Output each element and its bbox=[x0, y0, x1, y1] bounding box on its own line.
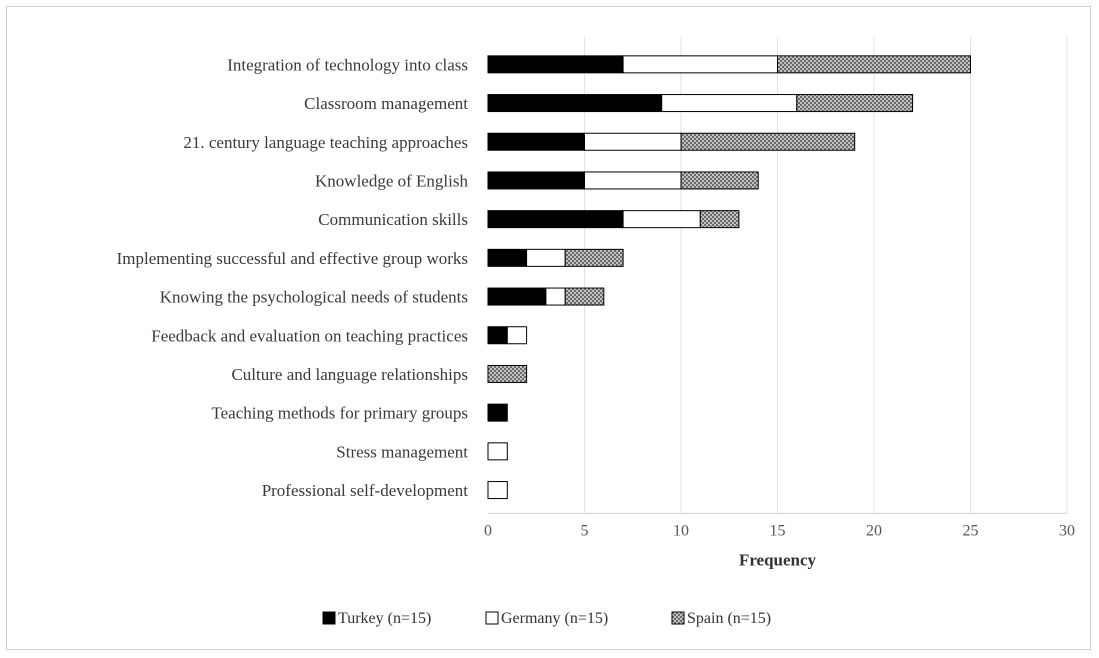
category-label: Culture and language relationships bbox=[231, 365, 468, 384]
stacked-bar-chart: Integration of technology into class Clas… bbox=[117, 37, 1075, 627]
x-tick-label: 15 bbox=[770, 522, 786, 539]
bar-segment bbox=[622, 210, 701, 229]
x-tick-label: 25 bbox=[963, 522, 979, 539]
legend: Turkey (n=15) Germany (n=15) Spain (n=15) bbox=[322, 610, 771, 627]
bar-segment bbox=[487, 364, 528, 383]
bar-segment bbox=[487, 248, 528, 267]
bar-segment bbox=[506, 326, 528, 345]
legend-swatch bbox=[322, 611, 336, 625]
legend-label: Spain (n=15) bbox=[687, 610, 771, 627]
bar-segment bbox=[680, 132, 856, 151]
category-label: Teaching methods for primary groups bbox=[211, 404, 468, 423]
legend-label: Turkey (n=15) bbox=[338, 610, 431, 627]
bar-segment bbox=[564, 248, 624, 267]
x-axis-title: Frequency bbox=[739, 550, 817, 569]
category-label: Knowledge of English bbox=[315, 171, 468, 190]
category-label: Stress management bbox=[336, 442, 468, 461]
category-label: Classroom management bbox=[304, 94, 468, 113]
x-tick-label: 30 bbox=[1059, 522, 1075, 539]
legend-label: Germany (n=15) bbox=[501, 610, 608, 627]
bar-segment bbox=[680, 171, 759, 190]
bar-segment bbox=[584, 132, 682, 151]
x-axis-ticks: 0 5 10 15 20 25 30 bbox=[484, 522, 1075, 539]
bar-segment bbox=[699, 210, 740, 229]
bar-segment bbox=[777, 55, 971, 74]
bar-segment bbox=[487, 403, 508, 422]
bar-segment bbox=[584, 171, 682, 190]
category-label: Implementing successful and effective gr… bbox=[117, 249, 468, 268]
bars bbox=[487, 55, 971, 500]
bar-segment bbox=[661, 94, 798, 113]
category-label: Professional self-development bbox=[262, 481, 469, 500]
category-label: Communication skills bbox=[318, 210, 468, 229]
category-label: Integration of technology into class bbox=[227, 55, 468, 74]
category-label: Feedback and evaluation on teaching prac… bbox=[151, 326, 468, 345]
legend-swatch bbox=[485, 611, 499, 625]
gridlines bbox=[488, 37, 1068, 514]
category-label: Knowing the psychological needs of stude… bbox=[160, 288, 468, 307]
legend-swatch bbox=[671, 611, 685, 625]
bar-segment bbox=[487, 326, 508, 345]
x-tick-label: 10 bbox=[673, 522, 689, 539]
bar-segment bbox=[487, 210, 624, 229]
bar-segment bbox=[545, 287, 566, 306]
bar-segment bbox=[487, 171, 585, 190]
category-labels: Integration of technology into class Clas… bbox=[117, 55, 469, 500]
category-label: 21. century language teaching approaches bbox=[183, 133, 468, 152]
bar-segment bbox=[487, 132, 585, 151]
bar-segment bbox=[796, 94, 914, 113]
bar-segment bbox=[487, 55, 624, 74]
bar-segment bbox=[564, 287, 605, 306]
bar-segment bbox=[487, 481, 508, 500]
bar-segment bbox=[622, 55, 778, 74]
bar-segment bbox=[526, 248, 566, 267]
x-tick-label: 5 bbox=[581, 522, 589, 539]
x-tick-label: 20 bbox=[866, 522, 882, 539]
bar-segment bbox=[487, 442, 508, 461]
chart-frame: Integration of technology into class Clas… bbox=[6, 6, 1091, 650]
bar-segment bbox=[487, 94, 663, 113]
bar-segment bbox=[487, 287, 547, 306]
x-tick-label: 0 bbox=[484, 522, 492, 539]
